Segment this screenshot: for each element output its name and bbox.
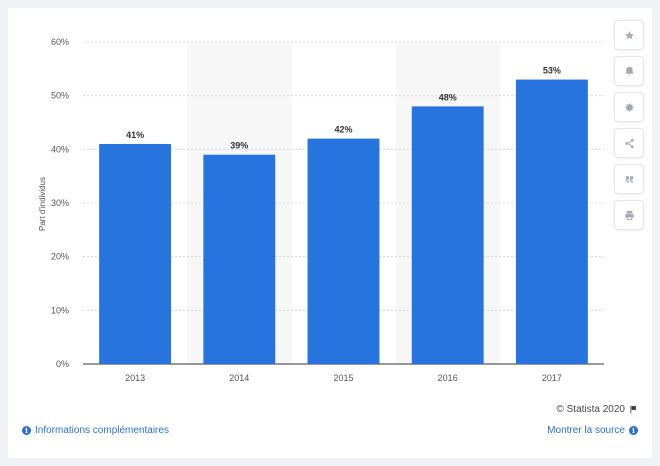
more-info-link[interactable]: i Informations complémentaires xyxy=(22,425,169,436)
show-source-label: Montrer la source xyxy=(547,425,625,436)
info-icon: i xyxy=(629,426,638,435)
chart-card: 0% 10% 20% 30% 40% 50% 60% 2013 2014 2015 2016 201… xyxy=(8,8,652,458)
bar xyxy=(411,106,484,365)
print-icon xyxy=(624,210,634,220)
bar xyxy=(515,79,588,365)
bar-chart: 0%10%20%30%40%50%60% 2013 2014 2015 2016 201… xyxy=(38,37,604,383)
share-icon xyxy=(624,138,634,148)
x-tick-labels: 2013 2014 2015 2016 2017 xyxy=(125,373,562,383)
bar xyxy=(203,154,276,364)
bars xyxy=(99,79,588,365)
print-button[interactable] xyxy=(614,200,644,230)
y-tick-label: 30% xyxy=(51,198,69,208)
y-tick-label: 50% xyxy=(51,91,69,101)
x-tick-label: 2017 xyxy=(542,373,562,383)
value-label: 42% xyxy=(334,125,352,135)
bell-icon xyxy=(624,66,634,76)
y-tick-label: 0% xyxy=(56,359,69,369)
y-tick-labels: 0% 10% 20% 30% 40% 50% 60% xyxy=(51,37,69,369)
x-tick-label: 2013 xyxy=(125,373,145,383)
y-tick-label: 10% xyxy=(51,305,69,315)
quote-icon xyxy=(625,175,633,183)
favorite-button[interactable] xyxy=(614,20,644,50)
more-info-label: Informations complémentaires xyxy=(35,425,169,436)
y-tick-label: 40% xyxy=(51,144,69,154)
bar xyxy=(99,143,172,364)
copyright-text: © Statista 2020 xyxy=(556,404,625,415)
cite-button[interactable] xyxy=(614,164,644,194)
gear-icon xyxy=(624,102,634,112)
x-tick-label: 2016 xyxy=(438,373,458,383)
bar xyxy=(307,138,380,364)
value-label: 48% xyxy=(439,92,457,102)
copyright: © Statista 2020 xyxy=(556,404,638,415)
notification-button[interactable] xyxy=(614,56,644,86)
star-icon xyxy=(624,30,634,40)
y-tick-label: 60% xyxy=(51,37,69,47)
y-axis-title: Part d'individus xyxy=(38,177,47,231)
toolbar xyxy=(614,20,644,236)
x-tick-label: 2014 xyxy=(229,373,249,383)
info-icon: i xyxy=(22,426,31,435)
value-label: 41% xyxy=(126,130,144,140)
flag-icon xyxy=(630,405,637,414)
y-tick-label: 20% xyxy=(51,252,69,262)
share-button[interactable] xyxy=(614,128,644,158)
value-label: 53% xyxy=(543,66,561,76)
show-source-link[interactable]: Montrer la source i xyxy=(547,425,638,436)
x-tick-label: 2015 xyxy=(333,373,353,383)
value-label: 39% xyxy=(230,141,248,151)
value-labels: 41% 39% 42% 48% 53% xyxy=(126,66,561,151)
settings-button[interactable] xyxy=(614,92,644,122)
